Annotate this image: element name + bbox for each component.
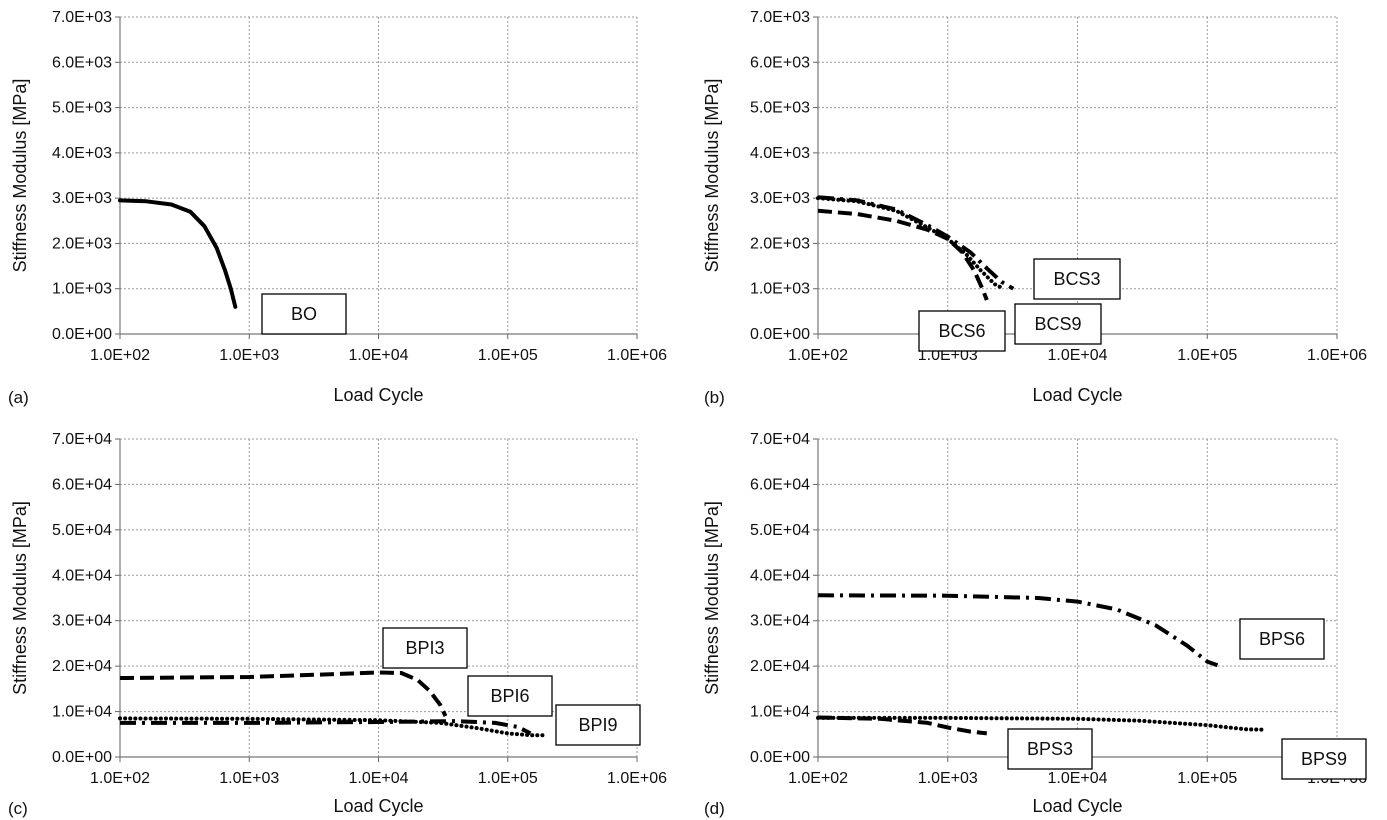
- y-axis-title: Stiffness Modulus [MPa]: [702, 79, 722, 273]
- series-line-bps9: [816, 715, 1268, 732]
- y-tick-label: 5.0E+03: [52, 100, 112, 117]
- annotation-label: BCS3: [1053, 269, 1100, 289]
- y-tick-label: 0.0E+00: [52, 326, 112, 343]
- panel-label: (d): [704, 799, 725, 818]
- annotation-box: [1007, 728, 1093, 770]
- annotation-label: BO: [291, 304, 317, 324]
- y-tick-label: 7.0E+03: [750, 9, 810, 26]
- y-tick-label: 0.0E+00: [52, 749, 112, 766]
- y-tick-label: 3.0E+03: [52, 190, 112, 207]
- y-tick-label: 2.0E+03: [750, 235, 810, 252]
- series-line-bpi3: [119, 670, 448, 717]
- annotation-box: [1014, 303, 1102, 345]
- y-axis-title: Stiffness Modulus [MPa]: [10, 79, 30, 273]
- y-axis-title: Stiffness Modulus [MPa]: [702, 501, 722, 695]
- y-tick-label: 3.0E+04: [750, 613, 810, 630]
- y-tick-label: 2.0E+04: [52, 658, 112, 675]
- annotation-box: [1281, 738, 1367, 780]
- annotation-label: BPI3: [405, 638, 444, 658]
- panel-d: 0.0E+00 1.0E+04 2.0E+04 3.0E+04 4.0E+04 5.0E+…: [702, 431, 1367, 818]
- y-tick-label: 0.0E+00: [750, 326, 810, 343]
- x-tick-label: 1.0E+05: [478, 770, 538, 787]
- x-tick-label: 1.0E+06: [607, 347, 667, 364]
- y-tick-label: 6.0E+03: [52, 54, 112, 71]
- series-line-bpi6: [120, 719, 532, 736]
- x-tick-label: 1.0E+05: [1177, 347, 1237, 364]
- x-tick-label: 1.0E+03: [918, 770, 978, 787]
- y-tick-label: 4.0E+03: [52, 145, 112, 162]
- y-tick-label: 0.0E+00: [750, 749, 810, 766]
- annotation-box: [467, 675, 553, 717]
- panel-label: (b): [704, 388, 725, 407]
- panel-label: (c): [8, 799, 28, 818]
- y-tick-label: 2.0E+03: [52, 235, 112, 252]
- annotation-box: [918, 310, 1006, 352]
- y-tick-label: 4.0E+04: [52, 567, 112, 584]
- x-tick-label: 1.0E+05: [1177, 770, 1237, 787]
- y-tick-label: 6.0E+04: [52, 476, 112, 493]
- series-line-bcs9: [816, 196, 1006, 291]
- panel-b: 0.0E+00 1.0E+03 2.0E+03 3.0E+03 4.0E+03 5.0E+…: [702, 9, 1367, 407]
- annotation-box: [382, 627, 468, 669]
- annotation-label: BCS9: [1034, 314, 1081, 334]
- x-axis-title: Load Cycle: [333, 796, 423, 816]
- y-tick-label: 2.0E+04: [750, 658, 810, 675]
- y-tick-label: 3.0E+03: [750, 190, 810, 207]
- y-tick-label: 7.0E+03: [52, 9, 112, 26]
- y-tick-label: 1.0E+04: [52, 704, 112, 721]
- series-line-bcs6: [817, 208, 989, 301]
- series-line-bpi9: [118, 716, 546, 738]
- x-tick-label: 1.0E+02: [90, 347, 150, 364]
- panel-c: 0.0E+00 1.0E+04 2.0E+04 3.0E+04 4.0E+04 5.0E+…: [8, 431, 667, 818]
- x-axis-title: Load Cycle: [1032, 385, 1122, 405]
- annotation-box: [555, 704, 641, 746]
- y-tick-label: 5.0E+04: [750, 522, 810, 539]
- y-tick-label: 6.0E+03: [750, 54, 810, 71]
- x-tick-label: 1.0E+04: [1047, 770, 1107, 787]
- y-tick-label: 6.0E+04: [750, 476, 810, 493]
- annotation-label: BPS6: [1259, 629, 1305, 649]
- y-tick-label: 4.0E+03: [750, 145, 810, 162]
- annotation-label: BPS3: [1027, 739, 1073, 759]
- annotation-label: BPS9: [1301, 749, 1347, 769]
- x-tick-label: 1.0E+04: [1047, 347, 1107, 364]
- annotation-box: [1239, 618, 1325, 660]
- x-tick-label: 1.0E+04: [348, 770, 408, 787]
- series-line-bo: [118, 198, 238, 309]
- y-tick-label: 1.0E+03: [52, 281, 112, 298]
- x-tick-label: 1.0E+06: [1307, 347, 1367, 364]
- y-tick-label: 4.0E+04: [750, 567, 810, 584]
- y-tick-label: 7.0E+04: [52, 431, 112, 448]
- x-tick-label: 1.0E+02: [788, 347, 848, 364]
- y-axis-title: Stiffness Modulus [MPa]: [10, 501, 30, 695]
- annotation-box: [1033, 258, 1121, 300]
- y-tick-label: 3.0E+04: [52, 613, 112, 630]
- x-tick-label: 1.0E+06: [607, 770, 667, 787]
- y-tick-label: 7.0E+04: [750, 431, 810, 448]
- annotation-label: BCS6: [938, 321, 985, 341]
- x-axis-title: Load Cycle: [333, 385, 423, 405]
- x-tick-label: 1.0E+02: [90, 770, 150, 787]
- x-tick-label: 1.0E+03: [219, 347, 279, 364]
- x-axis-title: Load Cycle: [1032, 796, 1122, 816]
- x-tick-label: 1.0E+05: [478, 347, 538, 364]
- panel-label: (a): [8, 388, 29, 407]
- y-tick-label: 1.0E+04: [750, 704, 810, 721]
- annotation-box: [261, 293, 347, 335]
- x-tick-label: 1.0E+04: [348, 347, 408, 364]
- panel-a: 0.0E+00 1.0E+03 2.0E+03 3.0E+03 4.0E+03 5.0E+…: [8, 9, 667, 407]
- y-tick-label: 5.0E+03: [750, 100, 810, 117]
- annotation-label: BPI6: [490, 686, 529, 706]
- y-tick-label: 1.0E+03: [750, 281, 810, 298]
- series-line-bps6: [817, 593, 1219, 668]
- x-tick-label: 1.0E+03: [219, 770, 279, 787]
- annotation-label: BPI9: [578, 715, 617, 735]
- series-line-bcs3: [817, 195, 1015, 291]
- y-tick-label: 5.0E+04: [52, 522, 112, 539]
- x-tick-label: 1.0E+02: [788, 770, 848, 787]
